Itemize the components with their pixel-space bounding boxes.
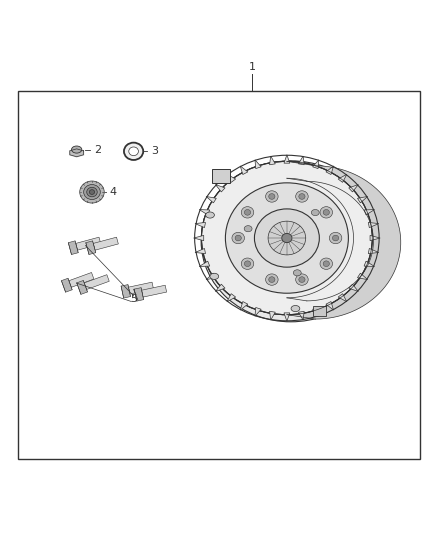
Polygon shape (128, 282, 153, 294)
Polygon shape (215, 184, 225, 192)
Polygon shape (368, 248, 379, 254)
Ellipse shape (265, 274, 278, 285)
Polygon shape (298, 311, 304, 320)
Polygon shape (287, 161, 401, 319)
Ellipse shape (87, 187, 97, 197)
Polygon shape (206, 197, 216, 203)
Polygon shape (121, 285, 131, 298)
Polygon shape (313, 308, 319, 316)
Polygon shape (194, 236, 204, 240)
Polygon shape (141, 285, 166, 297)
Ellipse shape (269, 277, 275, 282)
Ellipse shape (296, 191, 308, 202)
Ellipse shape (235, 235, 241, 241)
Ellipse shape (226, 183, 348, 293)
Polygon shape (269, 311, 276, 320)
Text: 2: 2 (94, 146, 101, 156)
Text: 5: 5 (130, 294, 137, 304)
Polygon shape (199, 209, 210, 215)
Text: 3: 3 (151, 146, 158, 156)
Ellipse shape (244, 209, 251, 215)
Ellipse shape (201, 161, 372, 314)
Polygon shape (370, 236, 380, 240)
Ellipse shape (201, 161, 372, 314)
Ellipse shape (329, 232, 342, 244)
Ellipse shape (241, 258, 254, 269)
Polygon shape (298, 156, 304, 165)
FancyBboxPatch shape (313, 305, 326, 316)
Polygon shape (349, 284, 358, 292)
Ellipse shape (299, 277, 305, 282)
Polygon shape (206, 273, 216, 280)
Polygon shape (364, 209, 374, 215)
Polygon shape (86, 241, 96, 255)
Ellipse shape (299, 193, 305, 199)
Text: 4: 4 (110, 187, 117, 197)
Ellipse shape (332, 235, 339, 241)
Ellipse shape (232, 232, 244, 244)
Ellipse shape (241, 207, 254, 218)
Ellipse shape (268, 221, 306, 255)
Polygon shape (338, 174, 347, 182)
Polygon shape (357, 273, 367, 280)
Polygon shape (227, 174, 236, 182)
Ellipse shape (244, 261, 251, 266)
Ellipse shape (265, 191, 278, 202)
Polygon shape (326, 166, 334, 174)
Ellipse shape (323, 261, 329, 266)
Polygon shape (76, 237, 101, 250)
Polygon shape (255, 308, 261, 316)
Polygon shape (240, 166, 248, 174)
Polygon shape (195, 222, 205, 228)
Ellipse shape (323, 209, 329, 215)
Polygon shape (70, 149, 84, 157)
Polygon shape (240, 302, 248, 310)
Ellipse shape (296, 274, 308, 285)
Polygon shape (69, 272, 94, 287)
Ellipse shape (71, 146, 82, 153)
Polygon shape (68, 241, 78, 255)
Bar (18, 91, 420, 459)
Polygon shape (61, 278, 72, 292)
Polygon shape (269, 156, 276, 165)
Polygon shape (284, 313, 290, 321)
Polygon shape (227, 294, 236, 302)
Polygon shape (338, 294, 347, 302)
Polygon shape (215, 284, 225, 292)
Ellipse shape (311, 209, 319, 216)
Ellipse shape (124, 143, 143, 160)
Ellipse shape (254, 209, 319, 267)
Polygon shape (93, 237, 118, 250)
Polygon shape (364, 261, 374, 266)
Polygon shape (134, 288, 144, 301)
Polygon shape (357, 197, 367, 203)
Ellipse shape (320, 207, 332, 218)
FancyBboxPatch shape (212, 169, 230, 183)
Ellipse shape (129, 147, 138, 156)
Ellipse shape (282, 233, 292, 243)
Ellipse shape (320, 258, 332, 269)
Ellipse shape (89, 190, 95, 195)
Polygon shape (77, 280, 88, 294)
Polygon shape (349, 184, 358, 192)
Ellipse shape (293, 270, 301, 276)
Ellipse shape (206, 212, 215, 218)
Polygon shape (84, 274, 109, 289)
Polygon shape (284, 155, 290, 163)
Polygon shape (255, 160, 261, 168)
Ellipse shape (84, 184, 100, 199)
Ellipse shape (269, 193, 275, 199)
Polygon shape (368, 222, 379, 228)
Polygon shape (326, 302, 333, 310)
Ellipse shape (291, 305, 300, 312)
Polygon shape (195, 248, 205, 254)
Polygon shape (287, 178, 374, 301)
Ellipse shape (244, 225, 252, 232)
Polygon shape (313, 160, 319, 168)
Ellipse shape (210, 273, 219, 279)
Ellipse shape (80, 181, 104, 203)
Text: 1: 1 (248, 62, 255, 72)
Polygon shape (199, 261, 210, 266)
Ellipse shape (201, 161, 381, 322)
